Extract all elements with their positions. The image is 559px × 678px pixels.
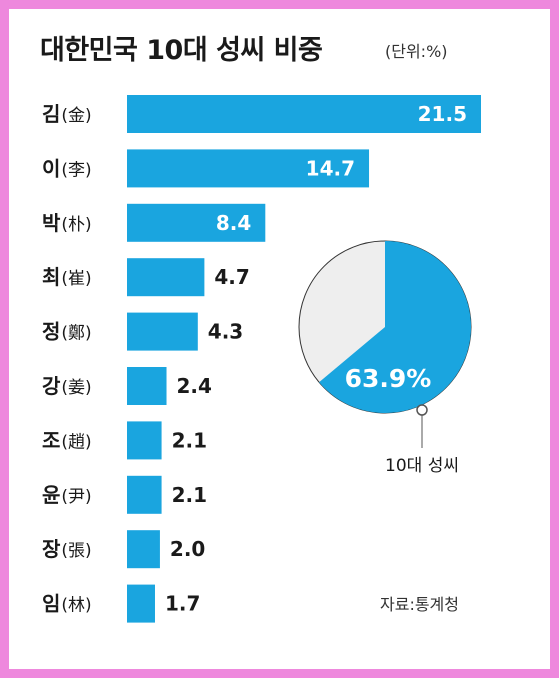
category-label: 이(李) <box>42 156 92 180</box>
category-label: 조(趙) <box>42 428 92 452</box>
bar <box>127 203 266 242</box>
value-label: 8.4 <box>216 211 251 235</box>
bar <box>127 530 160 569</box>
pie-percent-label: 63.9% <box>345 364 432 393</box>
chart-title: 대한민국 10대 성씨 비중 <box>40 35 323 66</box>
value-label: 4.3 <box>208 320 243 344</box>
unit-label: (단위:%) <box>385 42 448 61</box>
pie-caption: 10대 성씨 <box>385 456 459 476</box>
category-label: 박(朴) <box>42 211 92 235</box>
bar-chart: 김(金) 21.5 이(李) 14.7 박(朴) 8.4 최(崔) 4.7 정(鄭) 4.3 강(姜… <box>42 95 481 623</box>
category-label: 강(姜) <box>42 374 92 398</box>
source-label: 자료:통계청 <box>380 595 459 614</box>
pie-slice-top10 <box>319 241 471 413</box>
bar <box>127 149 370 188</box>
bar <box>127 258 205 297</box>
bar <box>127 584 155 623</box>
value-label: 14.7 <box>306 156 355 180</box>
pie-chart: 63.9% 10대 성씨 <box>298 240 472 476</box>
value-label: 2.4 <box>177 374 212 398</box>
category-label: 윤(尹) <box>42 483 92 507</box>
leader-marker <box>416 404 428 416</box>
bar <box>127 475 162 514</box>
bar <box>127 312 198 351</box>
value-label: 2.1 <box>172 428 207 452</box>
category-label: 최(崔) <box>42 265 92 289</box>
category-label: 임(林) <box>42 592 92 616</box>
value-label: 21.5 <box>418 102 467 126</box>
value-label: 4.7 <box>214 265 249 289</box>
category-label: 장(張) <box>42 537 92 561</box>
bar <box>127 95 481 133</box>
value-label: 2.1 <box>172 483 207 507</box>
bar <box>127 421 162 460</box>
bar <box>127 367 167 405</box>
value-label: 1.7 <box>165 592 200 616</box>
category-label: 정(鄭) <box>42 320 92 344</box>
value-label: 2.0 <box>170 537 205 561</box>
category-label: 김(金) <box>42 102 92 126</box>
